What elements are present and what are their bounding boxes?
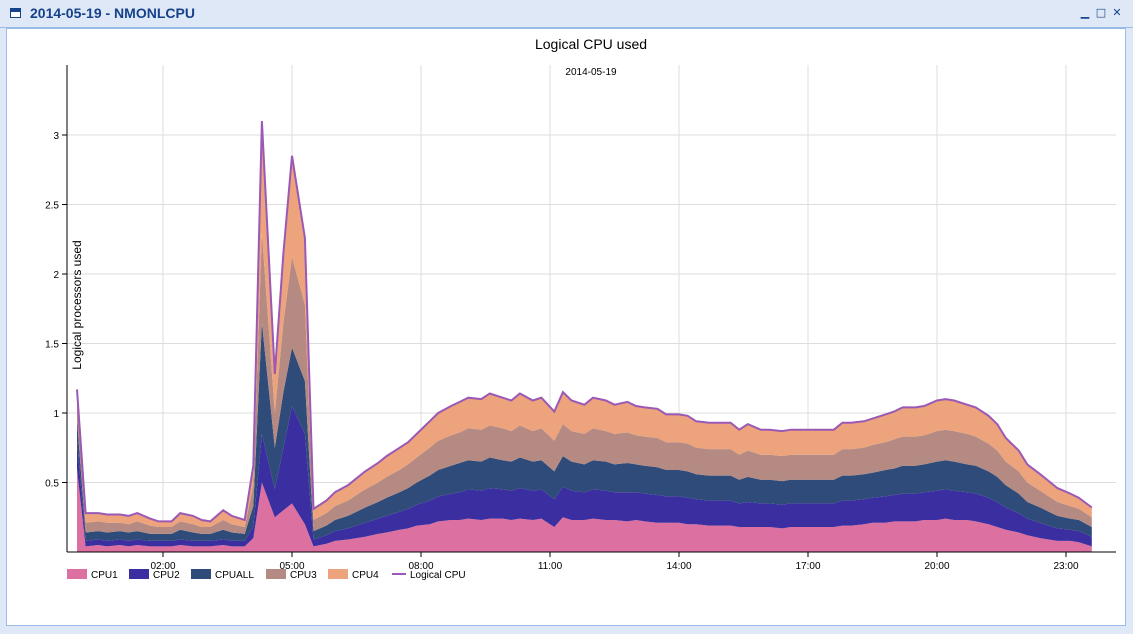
legend-swatch [328,569,348,579]
window-title: 2014-05-19 - NMONLCPU [30,5,195,21]
area-cpu4 [77,121,1092,527]
legend-label: CPU1 [91,570,118,581]
x-tick-label: 08:00 [408,561,433,572]
y-tick-label: 0.5 [45,479,59,490]
chart-panel: Logical CPU used 2014-05-19 0.5 1 1.5 2 2.5 3… [6,28,1126,626]
x-tick-label: 17:00 [795,561,820,572]
area-cpu3 [77,232,1092,534]
chart-title: Logical CPU used [535,36,647,52]
x-tick-label: 02:00 [150,561,175,572]
close-icon[interactable]: ✕ [1112,6,1122,19]
minimize-icon[interactable]: ▁ [1080,6,1090,19]
x-tick-label: 05:00 [279,561,304,572]
legend: CPU1 CPU2 CPUALL CPU3 CPU4 Logical CPU [67,569,466,581]
area-series [77,121,1092,552]
legend-swatch [266,569,286,579]
y-tick-label: 2.5 [45,201,59,212]
x-tick-label: 14:00 [666,561,691,572]
line-logical-cpu [76,121,1093,523]
area-cpuall [77,322,1092,541]
window-icon [10,8,21,18]
window-titlebar[interactable]: 2014-05-19 - NMONLCPU ▁ □ ✕ [0,0,1133,28]
legend-label: CPU4 [352,570,379,581]
y-tick-label: 3 [53,131,59,142]
legend-item-cpu1[interactable]: CPU1 [67,569,118,581]
area-cpu1 [77,468,1092,552]
y-axis-label: Logical processors used [70,240,84,369]
axes: 0.5 1 1.5 2 2.5 3 02:00 05:00 08:00 11:00 14:00 17:… [45,65,1116,572]
legend-label: CPUALL [215,570,254,581]
legend-swatch [67,569,87,579]
maximize-icon[interactable]: □ [1095,6,1107,19]
legend-swatch [191,569,211,579]
x-tick-label: 11:00 [538,561,563,572]
legend-label: CPU2 [153,570,180,581]
legend-swatch [129,569,149,579]
legend-item-cpu3[interactable]: CPU3 [266,569,317,581]
x-tick-label: 20:00 [924,561,949,572]
legend-item-logical-cpu[interactable]: Logical CPU [392,570,466,581]
line-series [76,121,1093,523]
chart: Logical CPU used 2014-05-19 0.5 1 1.5 2 2.5 3… [45,36,1116,581]
legend-label: Logical CPU [410,570,466,581]
y-tick-label: 1.5 [45,340,59,351]
x-tick-label: 23:00 [1053,561,1078,572]
y-tick-label: 2 [53,270,59,281]
chart-subtitle: 2014-05-19 [565,67,617,78]
area-cpu2 [77,406,1092,547]
legend-item-cpuall[interactable]: CPUALL [191,569,254,581]
legend-label: CPU3 [290,570,317,581]
legend-item-cpu2[interactable]: CPU2 [129,569,180,581]
legend-item-cpu4[interactable]: CPU4 [328,569,379,581]
grid [67,65,1116,552]
y-tick-label: 1 [53,409,59,420]
